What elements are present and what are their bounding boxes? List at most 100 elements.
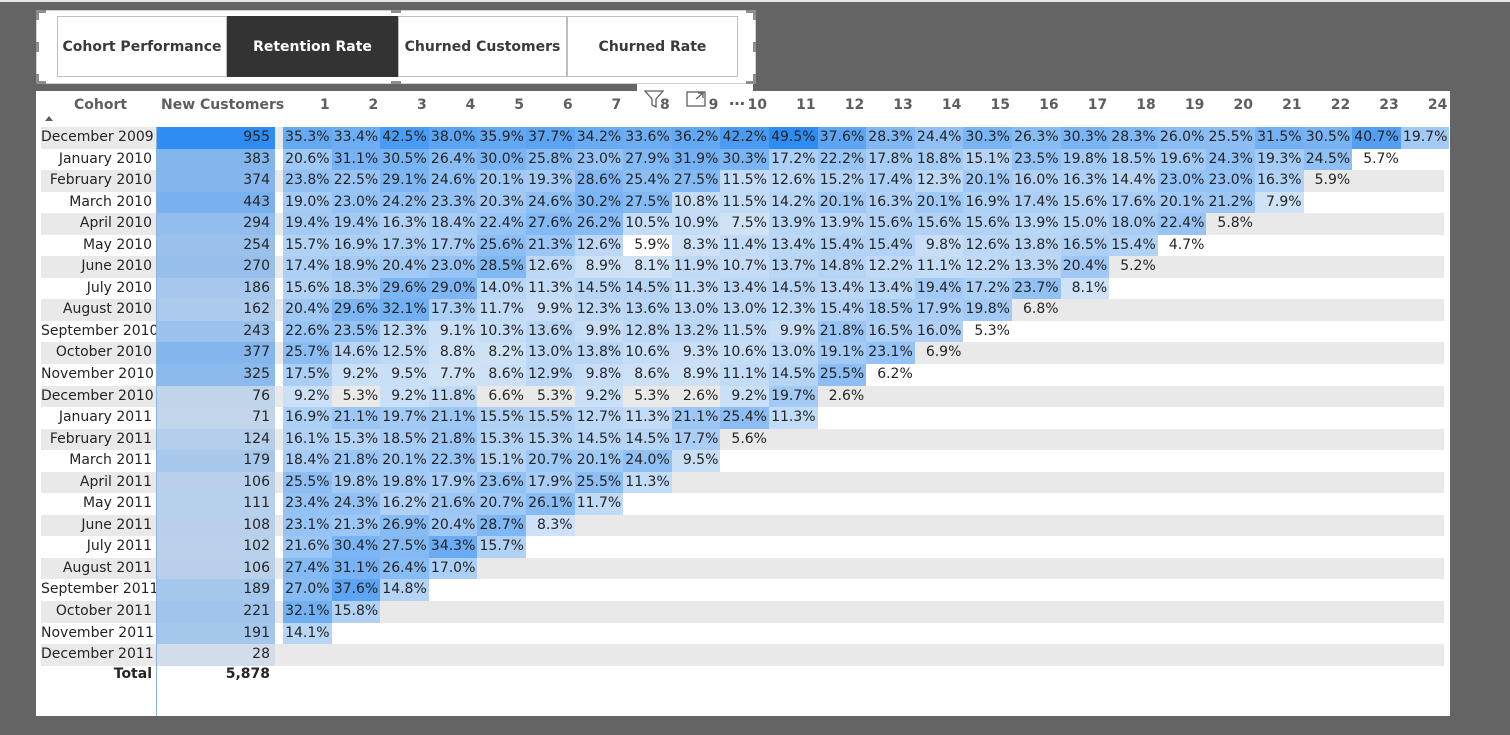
retention-cell[interactable]: 21.6% <box>283 536 332 558</box>
retention-cell[interactable]: 42.2% <box>720 127 769 149</box>
retention-cell[interactable]: 21.1% <box>672 407 721 429</box>
retention-cell[interactable]: 15.6% <box>866 213 915 235</box>
retention-cell[interactable]: 25.4% <box>720 407 769 429</box>
retention-cell[interactable]: 17.4% <box>866 170 915 192</box>
retention-cell[interactable]: 14.5% <box>575 278 624 300</box>
cohort-label[interactable]: July 2011 <box>41 536 152 557</box>
retention-cell[interactable]: 32.1% <box>283 601 332 623</box>
retention-cell[interactable]: 24.2% <box>380 192 429 214</box>
retention-cell[interactable]: 26.0% <box>1158 127 1207 149</box>
retention-cell[interactable]: 21.6% <box>429 493 478 515</box>
column-header-cohort[interactable]: Cohort <box>74 97 127 113</box>
retention-cell[interactable]: 11.5% <box>720 321 769 343</box>
retention-cell[interactable]: 26.1% <box>526 493 575 515</box>
retention-cell[interactable]: 17.5% <box>283 364 332 386</box>
retention-cell[interactable]: 19.4% <box>332 213 381 235</box>
retention-cell[interactable]: 12.6% <box>963 235 1012 257</box>
new-customers-cell[interactable]: 124 <box>156 429 275 451</box>
column-header-period-9[interactable]: 9 <box>672 97 721 113</box>
retention-cell[interactable]: 13.8% <box>575 342 624 364</box>
retention-cell[interactable]: 5.9% <box>623 235 672 257</box>
retention-cell[interactable]: 20.6% <box>283 149 332 171</box>
retention-cell[interactable]: 29.6% <box>332 299 381 321</box>
retention-cell[interactable]: 15.6% <box>963 213 1012 235</box>
retention-cell[interactable]: 15.7% <box>283 235 332 257</box>
tab-cohort-performance[interactable]: Cohort Performance <box>57 16 227 77</box>
retention-cell[interactable]: 14.8% <box>818 256 867 278</box>
retention-cell[interactable]: 11.1% <box>915 256 964 278</box>
retention-cell[interactable]: 14.8% <box>380 579 429 601</box>
new-customers-cell[interactable]: 221 <box>156 601 275 623</box>
retention-cell[interactable]: 12.9% <box>526 364 575 386</box>
retention-cell[interactable]: 19.1% <box>818 342 867 364</box>
retention-cell[interactable]: 31.9% <box>672 149 721 171</box>
retention-cell[interactable]: 7.5% <box>720 213 769 235</box>
cohort-label[interactable]: September 2010 <box>41 321 152 342</box>
retention-cell[interactable]: 11.8% <box>429 386 478 408</box>
retention-cell[interactable]: 32.1% <box>380 299 429 321</box>
retention-cell[interactable]: 22.4% <box>477 213 526 235</box>
retention-cell[interactable]: 15.8% <box>332 601 381 623</box>
retention-cell[interactable]: 25.5% <box>1206 127 1255 149</box>
new-customers-cell[interactable]: 243 <box>156 321 275 343</box>
cohort-label[interactable]: June 2010 <box>41 256 152 277</box>
retention-cell[interactable]: 2.6% <box>672 386 721 408</box>
retention-cell[interactable]: 27.0% <box>283 579 332 601</box>
retention-cell[interactable]: 14.2% <box>769 192 818 214</box>
retention-cell[interactable]: 16.0% <box>915 321 964 343</box>
retention-cell[interactable]: 24.5% <box>1304 149 1353 171</box>
column-header-period-17[interactable]: 17 <box>1061 97 1110 113</box>
retention-cell[interactable]: 31.1% <box>332 558 381 580</box>
column-header-new-customers[interactable]: New Customers <box>161 97 284 113</box>
retention-cell[interactable]: 23.7% <box>1012 278 1061 300</box>
cohort-label[interactable]: May 2011 <box>41 493 152 514</box>
retention-cell[interactable]: 11.3% <box>623 407 672 429</box>
retention-cell[interactable]: 20.1% <box>575 450 624 472</box>
retention-cell[interactable]: 31.1% <box>332 149 381 171</box>
retention-cell[interactable]: 15.3% <box>332 429 381 451</box>
retention-cell[interactable]: 15.2% <box>818 170 867 192</box>
retention-cell[interactable]: 20.1% <box>380 450 429 472</box>
resize-handle[interactable] <box>753 10 756 20</box>
new-customers-cell[interactable]: 28 <box>156 644 275 666</box>
retention-cell[interactable]: 11.3% <box>623 472 672 494</box>
column-header-period-3[interactable]: 3 <box>380 97 429 113</box>
retention-cell[interactable]: 23.4% <box>283 493 332 515</box>
cohort-label[interactable]: February 2011 <box>41 429 152 450</box>
retention-cell[interactable]: 17.9% <box>429 472 478 494</box>
retention-cell[interactable]: 24.6% <box>526 192 575 214</box>
retention-cell[interactable]: 27.6% <box>526 213 575 235</box>
tab-churned-rate[interactable]: Churned Rate <box>567 16 738 77</box>
retention-cell[interactable]: 15.1% <box>963 149 1012 171</box>
column-header-period-5[interactable]: 5 <box>477 97 526 113</box>
retention-cell[interactable]: 21.3% <box>332 515 381 537</box>
retention-cell[interactable]: 16.3% <box>1061 170 1110 192</box>
retention-cell[interactable]: 27.5% <box>380 536 429 558</box>
retention-cell[interactable]: 10.8% <box>672 192 721 214</box>
retention-cell[interactable]: 17.2% <box>963 278 1012 300</box>
retention-cell[interactable]: 23.0% <box>1206 170 1255 192</box>
retention-cell[interactable]: 16.9% <box>283 407 332 429</box>
cohort-label[interactable]: November 2010 <box>41 364 152 385</box>
retention-cell[interactable]: 11.3% <box>526 278 575 300</box>
retention-cell[interactable]: 23.8% <box>283 170 332 192</box>
retention-cell[interactable]: 33.6% <box>623 127 672 149</box>
new-customers-cell[interactable]: 955 <box>156 127 275 149</box>
retention-cell[interactable]: 12.6% <box>526 256 575 278</box>
column-header-period-22[interactable]: 22 <box>1304 97 1353 113</box>
retention-cell[interactable]: 20.4% <box>283 299 332 321</box>
retention-cell[interactable]: 16.9% <box>332 235 381 257</box>
retention-cell[interactable]: 21.8% <box>818 321 867 343</box>
retention-cell[interactable]: 13.8% <box>1012 235 1061 257</box>
retention-cell[interactable]: 23.0% <box>1158 170 1207 192</box>
retention-cell[interactable]: 16.3% <box>380 213 429 235</box>
cohort-label[interactable]: February 2010 <box>41 170 152 191</box>
resize-handle[interactable] <box>753 74 756 84</box>
retention-cell[interactable]: 16.2% <box>380 493 429 515</box>
new-customers-cell[interactable]: 325 <box>156 364 275 386</box>
resize-handle[interactable] <box>36 10 39 20</box>
retention-cell[interactable]: 6.6% <box>477 386 526 408</box>
retention-cell[interactable]: 12.7% <box>575 407 624 429</box>
retention-cell[interactable]: 22.5% <box>332 170 381 192</box>
retention-cell[interactable]: 23.1% <box>866 342 915 364</box>
